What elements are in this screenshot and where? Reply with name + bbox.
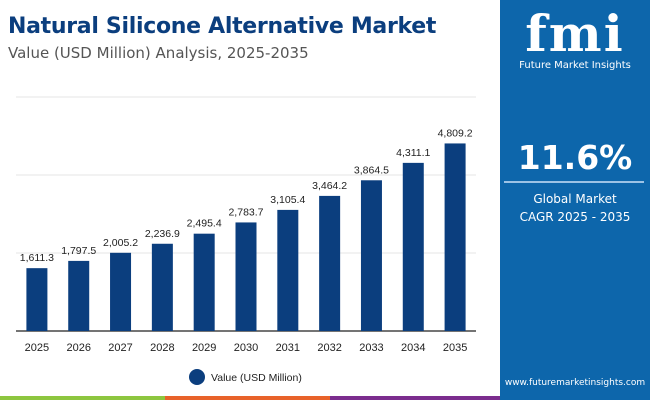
brand-name: Future Market Insights: [519, 60, 631, 71]
bar: [360, 180, 382, 331]
data-label: 4,311.1: [396, 147, 430, 159]
fmi-logo: fmi Future Market Insights: [515, 4, 635, 72]
footer-strip-purple: [330, 396, 500, 400]
chart-subtitle: Value (USD Million) Analysis, 2025-2035: [8, 44, 309, 62]
x-tick-label: 2031: [276, 342, 300, 354]
x-tick-label: 2025: [25, 342, 49, 354]
bar: [151, 243, 173, 331]
x-tick-label: 2032: [317, 342, 341, 354]
data-label: 2,236.9: [145, 228, 180, 240]
bar: [277, 209, 299, 331]
data-label: 1,797.5: [61, 245, 96, 257]
data-label: 2,495.4: [187, 218, 222, 230]
x-tick-label: 2027: [108, 342, 132, 354]
bar-chart: 1,611.3 2025 1,797.5 2026 2,005.2 2027 2,236.9…: [16, 96, 476, 385]
chart-title: Natural Silicone Alternative Market: [8, 14, 437, 39]
cagr-label-line1: Global Market: [533, 192, 617, 206]
data-label: 2,005.2: [103, 237, 138, 249]
footer-strip-green: [0, 396, 165, 400]
bar: [402, 162, 424, 331]
divider: [504, 181, 644, 183]
logo-text: fmi: [525, 4, 625, 63]
x-tick-label: 2030: [234, 342, 258, 354]
bar: [68, 260, 90, 331]
data-label: 3,105.4: [270, 194, 305, 206]
cagr-value: 11.6%: [517, 138, 633, 177]
x-tick-label: 2033: [359, 342, 383, 354]
data-label: 4,809.2: [438, 127, 473, 139]
data-label: 3,464.2: [312, 180, 347, 192]
bar: [319, 195, 341, 331]
data-label: 2,783.7: [228, 206, 263, 218]
data-label: 3,864.5: [354, 164, 389, 176]
website-link[interactable]: www.futuremarketinsights.com: [504, 378, 646, 388]
x-tick-label: 2029: [192, 342, 216, 354]
data-label: 1,611.3: [20, 252, 54, 264]
x-tick-label: 2026: [66, 342, 90, 354]
bar: [26, 268, 48, 331]
legend-label: Value (USD Million): [211, 372, 302, 384]
sidebar-panel: fmi Future Market Insights 11.6% Global …: [500, 0, 650, 400]
x-tick-label: 2028: [150, 342, 174, 354]
legend-marker: [189, 369, 205, 385]
bar: [193, 233, 215, 331]
bar: [444, 143, 466, 331]
bar: [110, 252, 132, 331]
cagr-label: Global Market CAGR 2025 - 2035: [500, 190, 650, 226]
x-tick-label: 2035: [443, 342, 467, 354]
bar: [235, 222, 257, 331]
footer-strip-orange: [165, 396, 330, 400]
x-tick-label: 2034: [401, 342, 425, 354]
cagr-label-line2: CAGR 2025 - 2035: [519, 210, 631, 224]
